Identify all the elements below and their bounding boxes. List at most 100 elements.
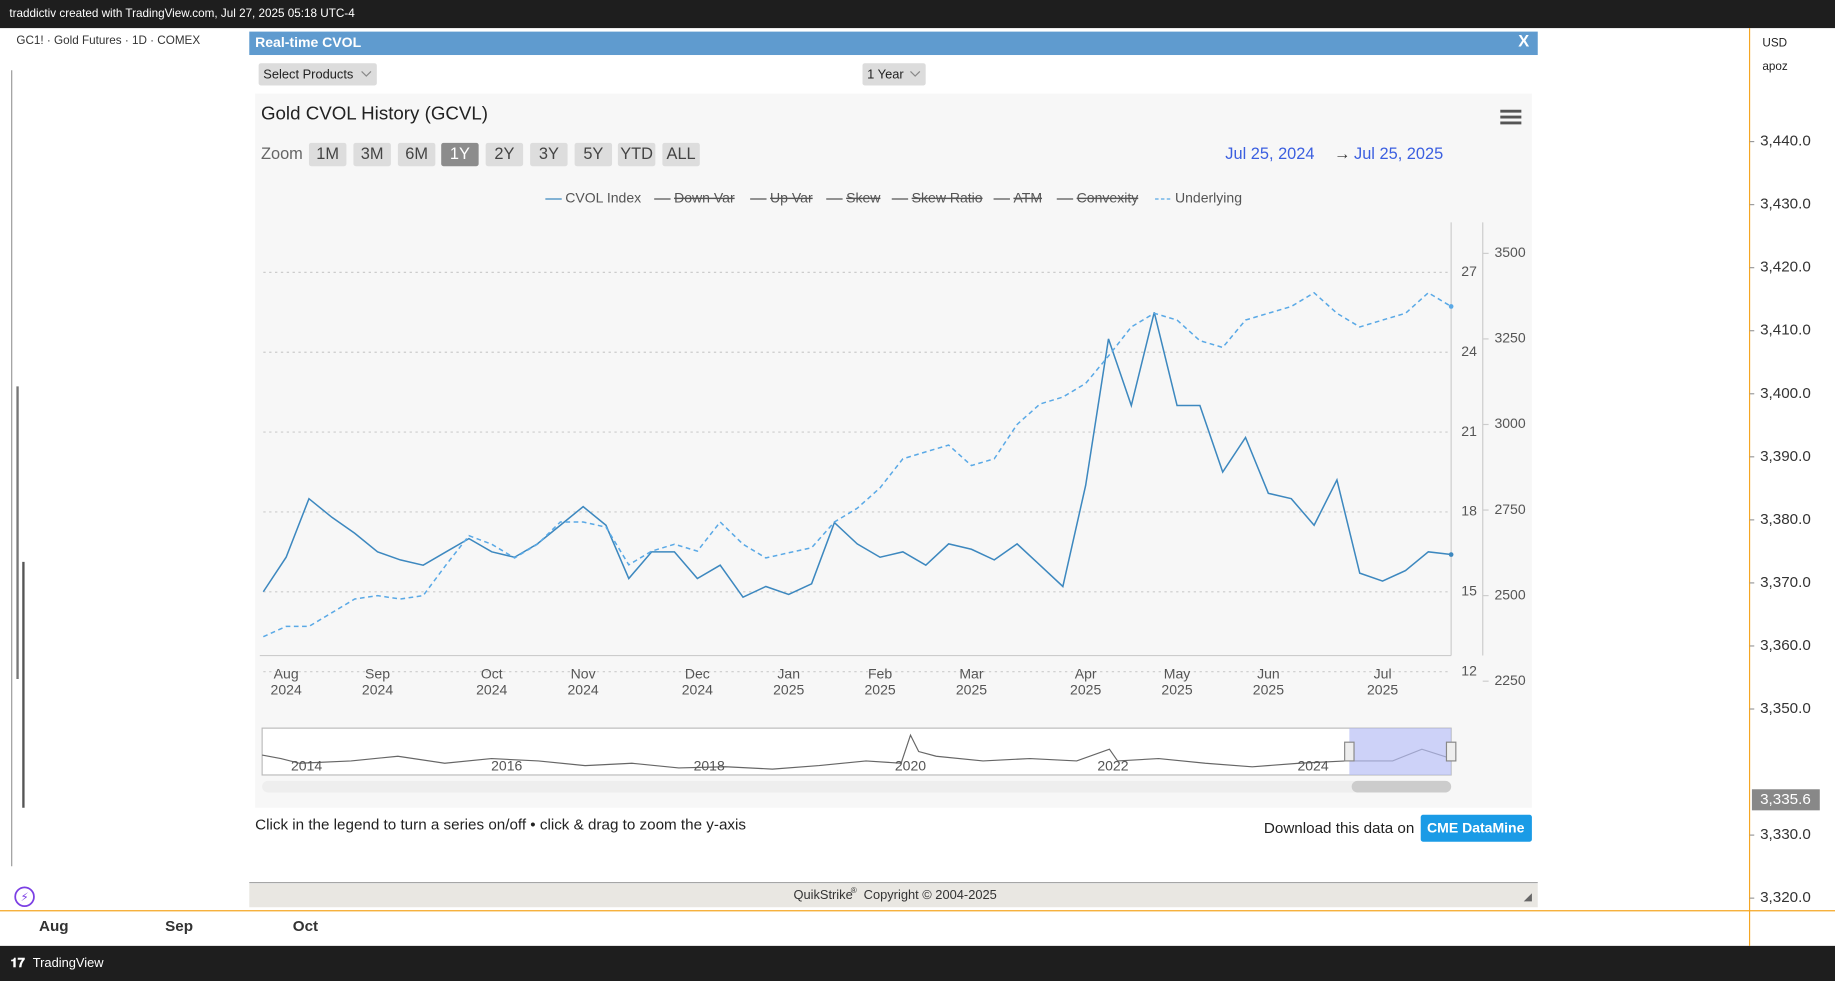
dialog-title: Real-time CVOL (255, 34, 361, 50)
navigator-handle[interactable] (1445, 741, 1457, 762)
chart-title: Gold CVOL History (GCVL) (261, 103, 488, 124)
legend-item[interactable]: Up Var (770, 190, 813, 206)
zoom-button-label: 2Y (494, 145, 514, 163)
copyright: Copyright © 2004-2025 (864, 887, 997, 902)
x-tick-label: Mar 2025 (956, 665, 987, 697)
lightning-icon[interactable] (14, 886, 35, 907)
credit: traddictiv created with TradingView.com,… (9, 7, 355, 20)
y-tick-label: 12 (1461, 662, 1477, 678)
navigator-year: 2022 (1097, 757, 1128, 773)
x-tick-label: Jan 2025 (773, 665, 804, 697)
tradingview-axes: 3,440.0 3,430.0 3,420.0 3,410.0 3,400.0 3,390… (39, 133, 1820, 935)
product-select-label: Select Products (263, 66, 353, 81)
navigator-line (262, 733, 1452, 770)
price-label: 3,370.0 (1760, 574, 1811, 591)
price-label: 3,400.0 (1760, 385, 1811, 402)
navigator-year: 2018 (694, 757, 725, 773)
legend-item[interactable]: Skew (846, 190, 881, 206)
top-bar (0, 0, 1835, 29)
zoom-button[interactable] (308, 142, 347, 167)
y-tick-label: 27 (1461, 263, 1477, 279)
legend-item[interactable]: Down Var (674, 190, 735, 206)
navigator-year: 2014 (291, 757, 322, 773)
zoom-button-label: 1M (316, 145, 339, 163)
navigator-handle[interactable] (1344, 741, 1355, 762)
dialog-titlebar (249, 31, 1538, 56)
zoom-button[interactable] (485, 142, 524, 167)
zoom-button-label: 5Y (583, 145, 603, 163)
price-label: 3,380.0 (1760, 511, 1811, 528)
chart-panel (255, 93, 1532, 808)
unit: apoz (1762, 60, 1787, 73)
download-text: Download this data on (1264, 820, 1414, 837)
lightning-glyph: ⚡ (20, 891, 28, 904)
price-label: 3,330.0 (1760, 826, 1811, 843)
price-label: 3,420.0 (1760, 259, 1811, 276)
x-tick-label: Jun 2025 (1253, 665, 1284, 697)
zoom-button[interactable] (353, 142, 391, 167)
hint: Click in the legend to turn a series on/… (255, 816, 746, 833)
price-label: 3,410.0 (1760, 322, 1811, 339)
download-button-label: CME DataMine (1427, 820, 1525, 836)
range-start[interactable]: Jul 25, 2024 (1225, 145, 1314, 163)
time-label: Sep (165, 918, 193, 935)
product-select[interactable] (258, 63, 377, 86)
resize-grip[interactable] (1523, 893, 1532, 902)
y2-tick-label: 2750 (1494, 501, 1525, 517)
zoom-button[interactable] (397, 142, 436, 167)
y2-tick-label: 3500 (1494, 244, 1525, 260)
navigator-selection[interactable] (1349, 728, 1452, 775)
legend-item[interactable]: CVOL Index (565, 190, 641, 206)
symbol: GC1! · Gold Futures · 1D · COMEX (16, 34, 200, 47)
y-tick-label: 24 (1461, 343, 1477, 359)
last-price-box (1751, 789, 1820, 811)
zoom-button[interactable] (441, 142, 479, 167)
x-tick-label: Apr 2025 (1070, 665, 1101, 697)
last-point (1448, 304, 1454, 309)
x-tick-label: Nov 2024 (568, 665, 599, 697)
zoom-button[interactable] (574, 142, 613, 167)
navigator[interactable] (261, 727, 1452, 776)
legend-item[interactable]: Convexity (1077, 190, 1139, 206)
price-label: 3,390.0 (1760, 448, 1811, 465)
period-select[interactable] (862, 63, 926, 86)
legend-item[interactable]: ATM (1013, 190, 1042, 206)
range-end[interactable]: Jul 25, 2025 (1354, 145, 1443, 163)
zoom-button-label: YTD (620, 145, 653, 163)
price-label: 3,350.0 (1760, 700, 1811, 717)
currency: USD (1762, 36, 1787, 49)
y2-tick-label: 2250 (1494, 672, 1525, 688)
price-label: 3,440.0 (1760, 133, 1811, 150)
scrollbar[interactable] (262, 780, 1452, 793)
zoom-button[interactable] (530, 142, 568, 167)
brand-mark: ® (851, 886, 857, 895)
brand-icon: 𝟏𝟕 (11, 955, 26, 970)
download-button[interactable] (1420, 814, 1532, 842)
copyright-bar (249, 883, 1538, 908)
x-tick-label: Dec 2024 (682, 665, 713, 697)
y-tick-label: 21 (1461, 423, 1477, 439)
navigator-year: 2024 (1297, 757, 1328, 773)
x-tick-label: Aug 2024 (271, 665, 302, 697)
range-arrow: → (1334, 145, 1350, 163)
zoom-button-label: 3Y (539, 145, 559, 163)
x-tick-label: Oct 2024 (476, 665, 507, 697)
bottom-bar (0, 945, 1835, 981)
zoom-button[interactable] (662, 142, 700, 167)
close-button[interactable]: X (1518, 32, 1529, 50)
scrollbar-thumb[interactable] (1351, 780, 1452, 793)
series-line (263, 291, 1452, 638)
navigator-year: 2020 (895, 757, 926, 773)
price-label: 3,430.0 (1760, 196, 1811, 213)
brand-name: QuikStrike (793, 887, 852, 902)
y2-tick-label: 2500 (1494, 586, 1525, 602)
legend-item[interactable]: Skew Ratio (912, 190, 983, 206)
legend-item[interactable]: Underlying (1175, 190, 1242, 206)
zoom-button[interactable] (617, 142, 656, 167)
price-label: 3,320.0 (1760, 889, 1811, 906)
menu-icon[interactable] (1500, 109, 1522, 125)
chevron (361, 70, 372, 77)
zoom-button-label: 1Y (450, 145, 470, 163)
last-point (1448, 552, 1454, 557)
